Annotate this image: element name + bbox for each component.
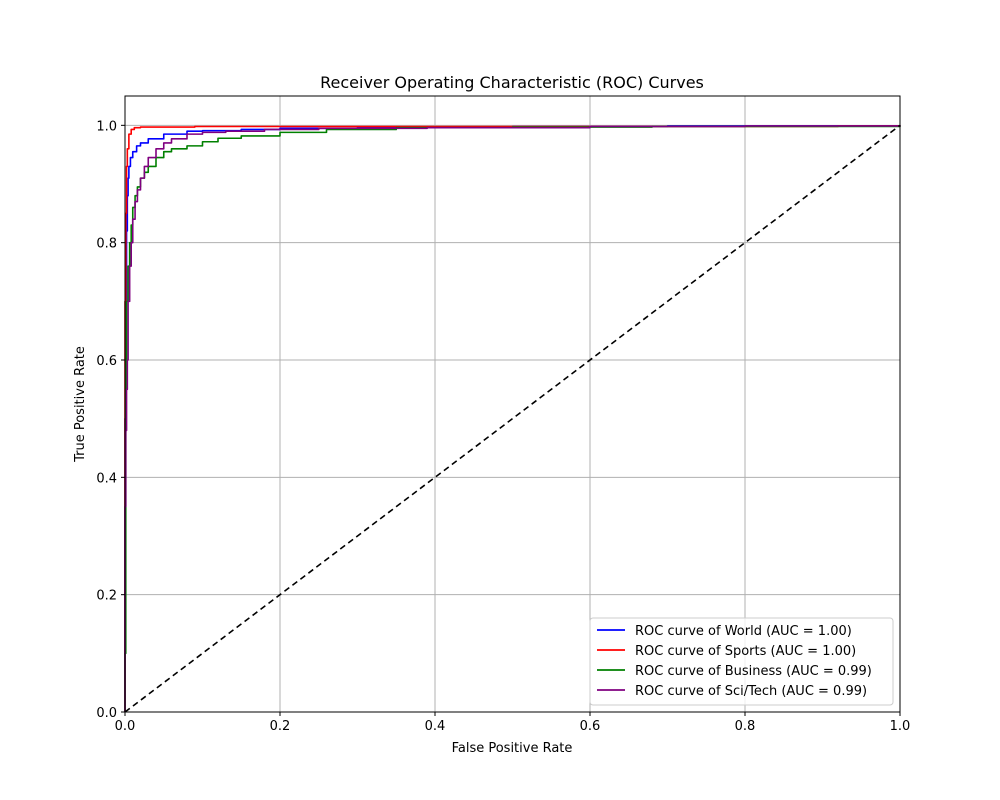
series-layer (124, 124, 901, 713)
series-line-3 (124, 125, 901, 712)
chart-title: Receiver Operating Characteristic (ROC) … (320, 73, 704, 92)
legend-label-1: ROC curve of Sports (AUC = 1.00) (635, 644, 856, 659)
x-tick-label: 0.4 (425, 719, 446, 734)
y-tick-label: 0.8 (96, 237, 117, 252)
reference-diagonal-line (124, 124, 901, 713)
y-axis-label: True Positive Rate (73, 346, 88, 463)
series-line-2 (124, 125, 901, 712)
legend-label-3: ROC curve of Sci/Tech (AUC = 0.99) (635, 684, 867, 699)
legend: ROC curve of World (AUC = 1.00) ROC curve… (589, 617, 894, 706)
legend-label-0: ROC curve of World (AUC = 1.00) (635, 624, 852, 639)
y-tick-label: 1.0 (96, 119, 117, 134)
x-tick-label: 0.6 (580, 719, 601, 734)
legend-box (589, 617, 894, 706)
ticks: 0.0 0.2 0.4 0.6 0.8 1.0 0.0 0.2 0.4 0.6 0.8 1.0 (96, 119, 910, 734)
y-tick-label: 0.4 (96, 471, 117, 486)
y-tick-label: 0.2 (96, 589, 117, 604)
y-tick-label: 0.6 (96, 354, 117, 369)
x-tick-label: 0.8 (735, 719, 756, 734)
x-axis-label: False Positive Rate (452, 741, 573, 756)
x-tick-label: 1.0 (890, 719, 911, 734)
legend-label-2: ROC curve of Business (AUC = 0.99) (635, 664, 872, 679)
grid (124, 96, 901, 713)
y-tick-label: 0.0 (96, 706, 117, 721)
plot-frame (124, 95, 901, 713)
x-tick-label: 0.0 (115, 719, 136, 734)
x-tick-label: 0.2 (270, 719, 291, 734)
